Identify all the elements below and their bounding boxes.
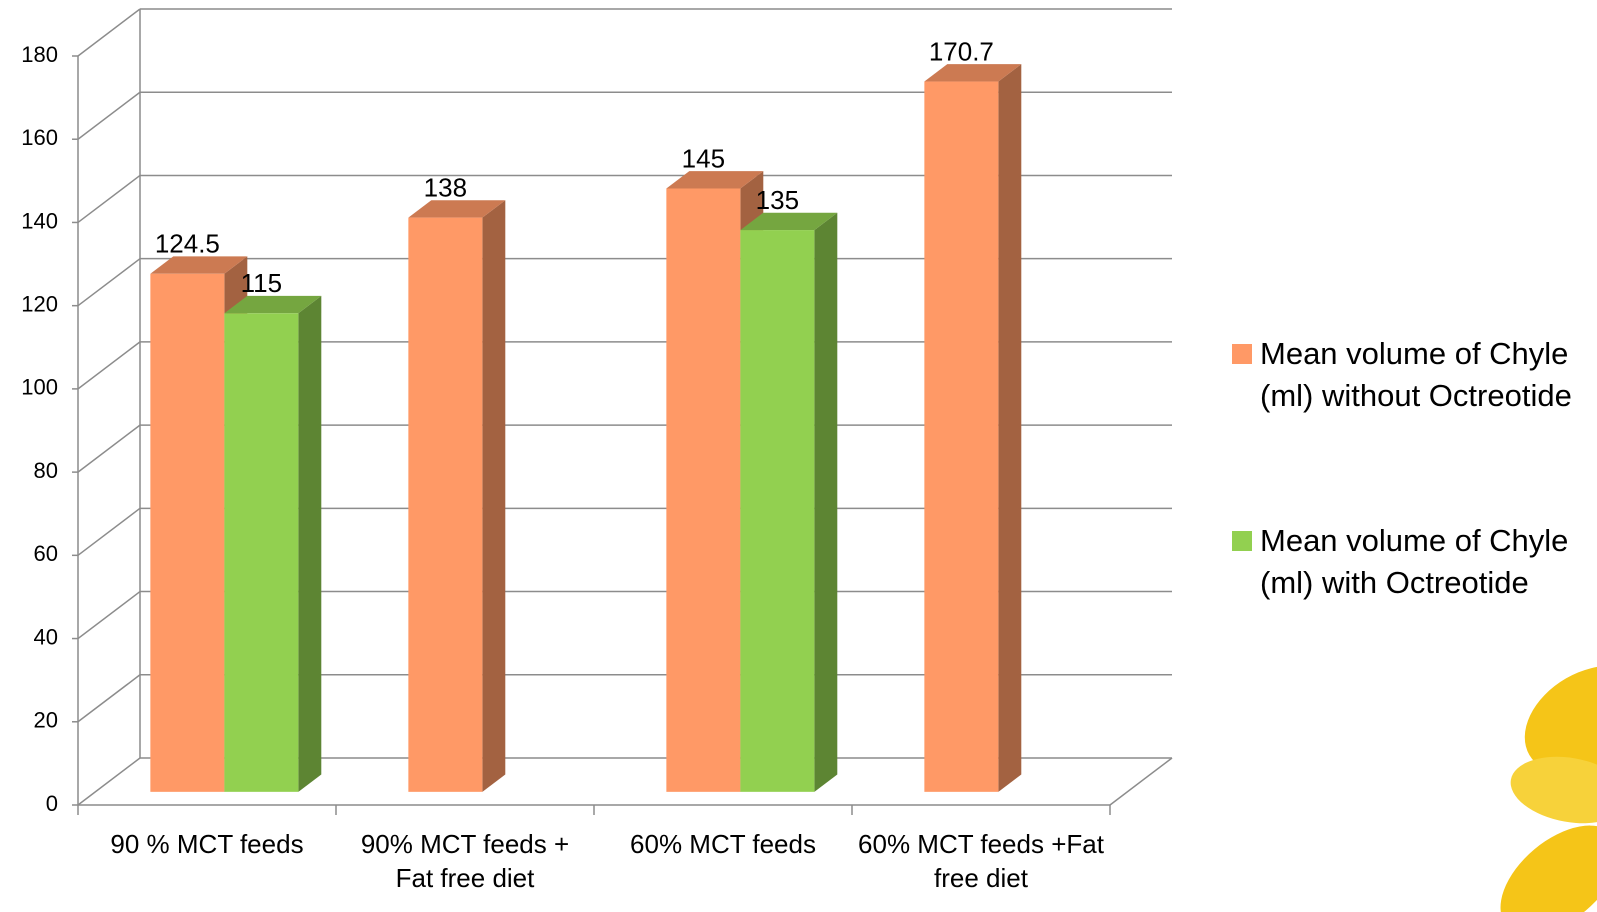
- y-tick-label: 180: [21, 42, 58, 67]
- bars: 124.5 115 138 145 135 170.7: [150, 36, 1022, 792]
- grid-line-side: [77, 91, 141, 140]
- bar-side: [482, 200, 506, 792]
- grid-line-side: [77, 590, 141, 640]
- y-tick-label: 20: [34, 708, 58, 733]
- petal: [1524, 665, 1597, 775]
- data-label: 115: [241, 268, 282, 298]
- bar-top: [150, 256, 248, 274]
- grid-line-side: [77, 8, 141, 57]
- bar-front: [740, 230, 815, 792]
- bar-top: [924, 64, 1022, 82]
- x-tick-label: 60% MCT feeds +Fat free diet: [858, 829, 1104, 893]
- data-label: 135: [756, 185, 799, 215]
- y-tick-label: 120: [21, 291, 58, 316]
- data-label: 138: [424, 172, 467, 202]
- grid-line-side: [77, 674, 141, 723]
- grid-line-side: [77, 424, 141, 473]
- data-label: 145: [682, 143, 725, 173]
- bar-top: [740, 212, 838, 231]
- grid-line-side: [77, 258, 141, 307]
- petal: [1500, 825, 1597, 912]
- legend-swatch: [1232, 531, 1252, 551]
- grid-line-side: [77, 341, 141, 390]
- x-tick-label: 90 % MCT feeds: [110, 829, 304, 859]
- bar-top: [666, 171, 764, 189]
- bar-side: [298, 295, 322, 792]
- bar: [224, 295, 322, 792]
- legend-item: Mean volume of Chyle (ml) with Octreotid…: [1232, 520, 1572, 604]
- bar-front: [150, 273, 225, 792]
- grid-line-side: [77, 507, 141, 556]
- data-label: 124.5: [155, 229, 220, 259]
- bar-top: [224, 295, 322, 314]
- bar: [408, 200, 506, 792]
- decoration: [1500, 665, 1597, 912]
- y-tick-label: 140: [21, 208, 58, 233]
- bar-front: [924, 81, 999, 792]
- bar-side: [814, 212, 838, 792]
- bar-front: [408, 217, 483, 792]
- bar: [924, 64, 1022, 792]
- bar: [740, 212, 838, 792]
- y-tick-label: 60: [34, 541, 58, 566]
- y-tick-label: 40: [34, 624, 58, 649]
- y-tick-label: 80: [34, 458, 58, 483]
- grid-line-side: [77, 757, 141, 806]
- legend-swatch: [1232, 344, 1252, 364]
- bar-top: [408, 200, 506, 218]
- x-tick-label: 60% MCT feeds: [630, 829, 816, 859]
- grid-line-side: [77, 174, 141, 224]
- bar-front: [224, 313, 299, 792]
- y-tick-label: 0: [46, 791, 58, 816]
- y-tick-label: 100: [21, 375, 58, 400]
- legend-item: Mean volume of Chyle (ml) without Octreo…: [1232, 333, 1572, 417]
- data-label: 170.7: [929, 36, 994, 66]
- legend-label: Mean volume of Chyle (ml) with Octreotid…: [1260, 523, 1569, 600]
- bar-side: [998, 64, 1022, 792]
- floor-right-edge: [1109, 757, 1173, 806]
- petal: [1510, 756, 1597, 824]
- grid-line: [77, 8, 1172, 57]
- bar-front: [666, 188, 741, 792]
- legend-label: Mean volume of Chyle (ml) without Octreo…: [1260, 336, 1572, 413]
- x-tick-label: 90% MCT feeds + Fat free diet: [360, 829, 570, 893]
- y-tick-label: 160: [21, 125, 58, 150]
